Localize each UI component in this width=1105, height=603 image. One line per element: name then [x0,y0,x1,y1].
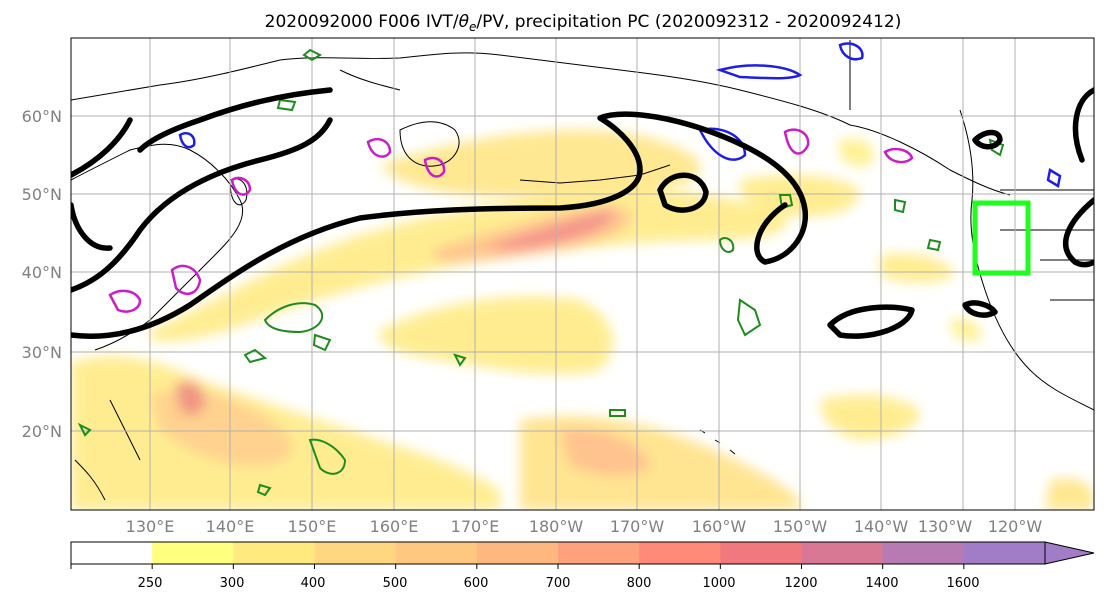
pv-contours [71,87,1094,339]
colorbar-segment [558,542,640,564]
lon-label: 140°W [854,517,909,536]
colorbar-tick-label: 1400 [865,576,898,591]
colorbar-segment [639,542,721,564]
longitude-labels: 130°E 140°E 150°E 160°E 170°E 180°W 170°… [126,517,1043,536]
lon-label: 170°E [451,517,500,536]
lon-label: 150°E [288,517,337,536]
lon-label: 130°E [126,517,175,536]
colorbar-segment [882,542,965,564]
colorbar-segment [71,542,153,564]
map-panel [71,38,1094,510]
colorbar-segment [152,542,234,564]
coastlines [71,40,1094,501]
map-frame [70,37,1095,511]
colorbar-tick-label: 600 [464,576,489,591]
colorbar-extend-arrow [1044,541,1095,565]
lon-label: 160°W [692,517,747,536]
colorbar-tick-label: 700 [546,576,571,591]
colorbar-segment [801,542,884,564]
lon-label: 120°W [988,517,1043,536]
colorbar-tick-label: 1200 [784,576,817,591]
colorbar-tick-label: 250 [138,576,163,591]
figure-title: 2020092000 F006 IVT/θe/PV, precipitation… [265,12,902,34]
lon-label: 150°W [773,517,828,536]
colorbar-segment [720,542,803,564]
colorbar-segment [314,542,397,564]
highlight-box [972,200,1031,276]
colorbar-segments [71,542,1046,564]
colorbar-segment [233,542,316,564]
lat-label: 60°N [22,107,62,126]
lat-label: 30°N [22,343,62,362]
lat-label: 40°N [22,263,62,282]
lon-label: 180°W [529,517,584,536]
colorbar-tick-label: 800 [627,576,652,591]
colorbar: 250 300 400 500 600 700 800 1000 1200 14… [70,541,1095,591]
colorbar-tick-labels: 250 300 400 500 600 700 800 1000 1200 14… [138,576,980,591]
colorbar-segment [963,542,1046,564]
colorbar-tick-label: 1600 [946,576,979,591]
lon-label: 170°W [610,517,665,536]
colorbar-segment [476,542,559,564]
colorbar-tick-label: 500 [383,576,408,591]
latitude-labels: 60°N 50°N 40°N 30°N 20°N [22,107,62,441]
colorbar-tick-label: 400 [301,576,326,591]
lat-label: 50°N [22,185,62,204]
colorbar-tick-label: 1000 [702,576,735,591]
lon-label: 130°W [918,517,973,536]
lon-label: 160°E [370,517,419,536]
lat-label: 20°N [22,422,62,441]
blue-contours [178,42,1062,188]
colorbar-ticks [70,564,965,569]
green-contours [77,48,1005,497]
lon-label: 140°E [206,517,255,536]
colorbar-tick-label: 300 [220,576,245,591]
magenta-contours [108,128,914,313]
colorbar-segment [395,542,478,564]
